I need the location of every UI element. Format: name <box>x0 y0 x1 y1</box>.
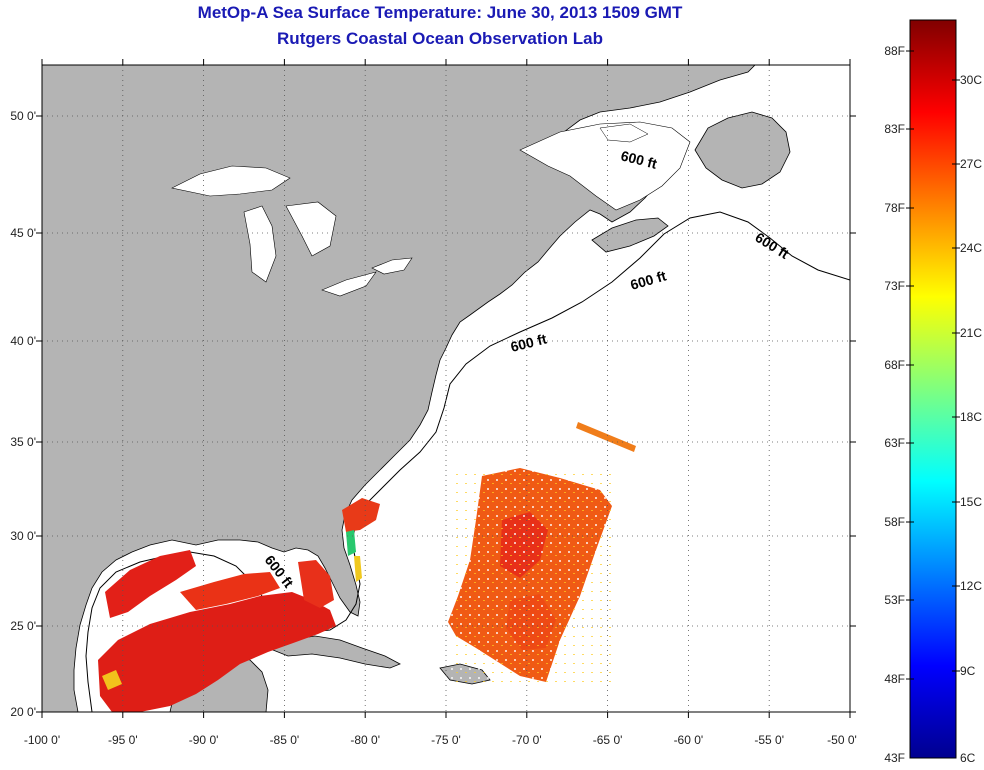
tick-marks <box>36 59 856 718</box>
sst-swaths <box>98 422 636 712</box>
colorbar-c-label: 21C <box>960 326 982 340</box>
colorbar-c-label: 18C <box>960 410 982 424</box>
lon-tick-label: -65 0' <box>593 733 623 747</box>
great-lakes <box>171 165 413 297</box>
colorbar-f-label: 43F <box>884 751 905 765</box>
latitude-labels: 50 0' 45 0' 40 0' 35 0' 30 0' 25 0' 20 0… <box>10 109 36 719</box>
colorbar-f-label: 78F <box>884 201 905 215</box>
colorbar-f-label: 83F <box>884 122 905 136</box>
lat-tick-label: 50 0' <box>10 109 36 123</box>
map-title: MetOp-A Sea Surface Temperature: June 30… <box>197 3 683 22</box>
colorbar-c-label: 15C <box>960 495 982 509</box>
lon-tick-label: -55 0' <box>754 733 784 747</box>
colorbar-c-label: 6C <box>960 751 976 765</box>
map-subtitle: Rutgers Coastal Ocean Observation Lab <box>277 29 603 48</box>
lon-tick-label: -95 0' <box>108 733 138 747</box>
lon-tick-label: -70 0' <box>512 733 542 747</box>
colorbar-c-label: 24C <box>960 241 982 255</box>
land-cuba <box>266 635 401 669</box>
longitude-labels: -100 0' -95 0' -90 0' -85 0' -80 0' -75 … <box>24 733 857 747</box>
gulf-st-lawrence <box>519 121 691 211</box>
colorbar-c-label: 27C <box>960 157 982 171</box>
lon-tick-label: -50 0' <box>827 733 857 747</box>
colorbar-f-label: 73F <box>884 279 905 293</box>
color-bar: 88F 83F 78F 73F 68F 63F 58F 53F 48F 43F … <box>884 19 982 765</box>
lat-tick-label: 25 0' <box>10 619 36 633</box>
colorbar-c-label: 9C <box>960 664 976 678</box>
colorbar-f-label: 58F <box>884 515 905 529</box>
lon-tick-label: -100 0' <box>24 733 60 747</box>
colorbar-c-label: 30C <box>960 73 982 87</box>
colorbar-f-label: 53F <box>884 593 905 607</box>
lat-tick-label: 40 0' <box>10 334 36 348</box>
color-scale <box>909 19 957 759</box>
land-nova-scotia <box>591 217 669 253</box>
lon-tick-label: -90 0' <box>189 733 219 747</box>
lake-inland <box>599 123 649 143</box>
lon-tick-label: -85 0' <box>270 733 300 747</box>
lon-tick-label: -80 0' <box>350 733 380 747</box>
colorbar-f-label: 88F <box>884 44 905 58</box>
colorbar-f-label: 63F <box>884 436 905 450</box>
lat-tick-label: 45 0' <box>10 226 36 240</box>
lat-tick-label: 20 0' <box>10 705 36 719</box>
lon-tick-label: -75 0' <box>431 733 461 747</box>
colorbar-c-label: 12C <box>960 579 982 593</box>
lat-tick-label: 30 0' <box>10 529 36 543</box>
colorbar-f-label: 48F <box>884 672 905 686</box>
land-newfoundland <box>694 111 791 189</box>
lon-tick-label: -60 0' <box>674 733 704 747</box>
lat-tick-label: 35 0' <box>10 435 36 449</box>
colorbar-f-label: 68F <box>884 358 905 372</box>
